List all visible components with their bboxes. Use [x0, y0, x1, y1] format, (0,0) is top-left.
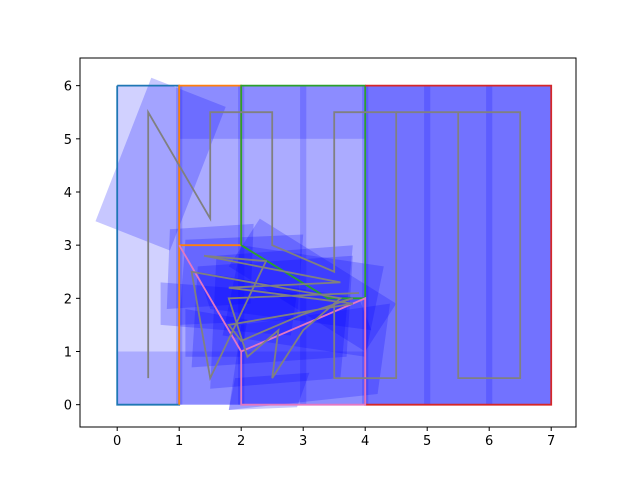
- y-tick-label: 5: [64, 133, 72, 148]
- rotated-rect-0: [95, 77, 226, 251]
- shaded-rect-9: [486, 85, 493, 405]
- x-tick-label: 5: [423, 434, 431, 449]
- plot-area: [95, 77, 553, 410]
- y-tick-label: 0: [64, 399, 72, 414]
- path-line-5: [147, 108, 398, 382]
- y-tick-label: 3: [64, 239, 72, 254]
- rotated-rect-8: [228, 372, 310, 410]
- x-tick-label: 2: [237, 434, 245, 449]
- path-line-4: [178, 244, 367, 406]
- y-tick-label: 6: [64, 80, 72, 95]
- shaded-rect-8: [424, 85, 431, 405]
- shaded-rect-6: [300, 85, 307, 405]
- path-line-6: [396, 111, 522, 380]
- rotated-rect-7: [228, 303, 390, 410]
- axes-frame: [79, 57, 577, 428]
- y-tick-label: 1: [64, 345, 72, 360]
- x-tick-label: 4: [361, 434, 369, 449]
- x-tick-label: 3: [299, 434, 307, 449]
- x-tick-label: 7: [547, 434, 555, 449]
- y-axis: 0 1 2 3 4 5 6: [64, 80, 80, 414]
- rotated-rect-10: [160, 282, 297, 336]
- y-tick-label: 2: [64, 292, 72, 307]
- y-tick-label: 4: [64, 186, 72, 201]
- x-tick-label: 6: [485, 434, 493, 449]
- x-tick-label: 0: [113, 434, 121, 449]
- rotated-rect-5: [228, 218, 397, 352]
- rotated-rect-4: [222, 245, 384, 357]
- x-tick-label: 1: [175, 434, 183, 449]
- x-axis: 0 1 2 3 4 5 6 7: [113, 427, 555, 449]
